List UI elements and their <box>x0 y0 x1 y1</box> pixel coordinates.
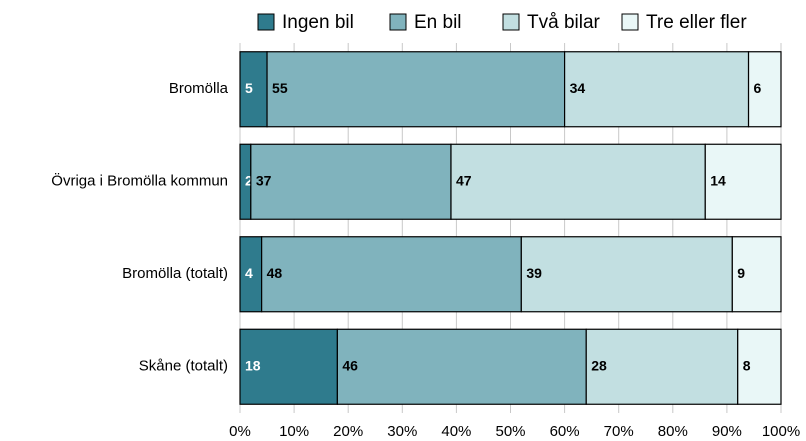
x-tick-label: 40% <box>441 423 471 440</box>
x-tick-label: 20% <box>333 423 363 440</box>
x-tick-label: 70% <box>604 423 634 440</box>
y-tick-label: Bromölla <box>169 80 229 97</box>
y-tick-label: Övriga i Bromölla kommun <box>51 172 228 190</box>
legend-label: Ingen bil <box>282 12 354 33</box>
x-tick-label: 60% <box>550 423 580 440</box>
data-label: 14 <box>710 172 726 188</box>
bar-segment <box>704 143 782 220</box>
x-tick-label: 0% <box>229 423 251 440</box>
data-label: 46 <box>342 357 358 373</box>
x-tick-label: 30% <box>387 423 417 440</box>
y-tick-label: Skåne (totalt) <box>139 358 228 375</box>
data-label: 9 <box>737 265 745 281</box>
data-label: 2 <box>245 172 253 188</box>
y-tick-label: Bromölla (totalt) <box>122 265 228 282</box>
data-label: 28 <box>591 357 607 373</box>
x-tick-label: 90% <box>712 423 742 440</box>
data-label: 48 <box>267 265 283 281</box>
data-label: 18 <box>245 357 261 373</box>
data-label: 6 <box>754 80 762 96</box>
legend-label: Tre eller fler <box>646 12 747 33</box>
x-tick-label: 10% <box>279 423 309 440</box>
bar-segment <box>266 51 566 128</box>
bar-segment <box>239 51 268 128</box>
bar-segment <box>250 143 452 220</box>
x-tick-label: 50% <box>495 423 525 440</box>
bar-segment <box>336 328 587 405</box>
bar-segment <box>585 328 739 405</box>
legend-label: Två bilar <box>527 12 601 33</box>
bar-segment <box>737 328 782 405</box>
data-label: 39 <box>526 265 542 281</box>
legend-swatch <box>621 13 639 31</box>
bar-segment <box>239 328 338 405</box>
data-label: 55 <box>272 80 288 96</box>
bar-segment <box>261 236 522 313</box>
bar-segment <box>563 51 750 128</box>
legend-swatch <box>502 13 520 31</box>
x-tick-label: 80% <box>658 423 688 440</box>
bar-segment <box>520 236 733 313</box>
legend-label: En bil <box>414 12 462 33</box>
bar-segment <box>450 143 706 220</box>
data-label: 8 <box>743 357 751 373</box>
data-label: 47 <box>456 172 472 188</box>
data-label: 5 <box>245 80 253 96</box>
bar-segment <box>747 51 782 128</box>
data-label: 34 <box>570 80 586 96</box>
legend-swatch <box>257 13 275 31</box>
x-tick-label: 100% <box>762 423 800 440</box>
data-label: 4 <box>245 265 253 281</box>
data-label: 37 <box>256 172 272 188</box>
bar-segment <box>731 236 782 313</box>
legend-swatch <box>389 13 407 31</box>
